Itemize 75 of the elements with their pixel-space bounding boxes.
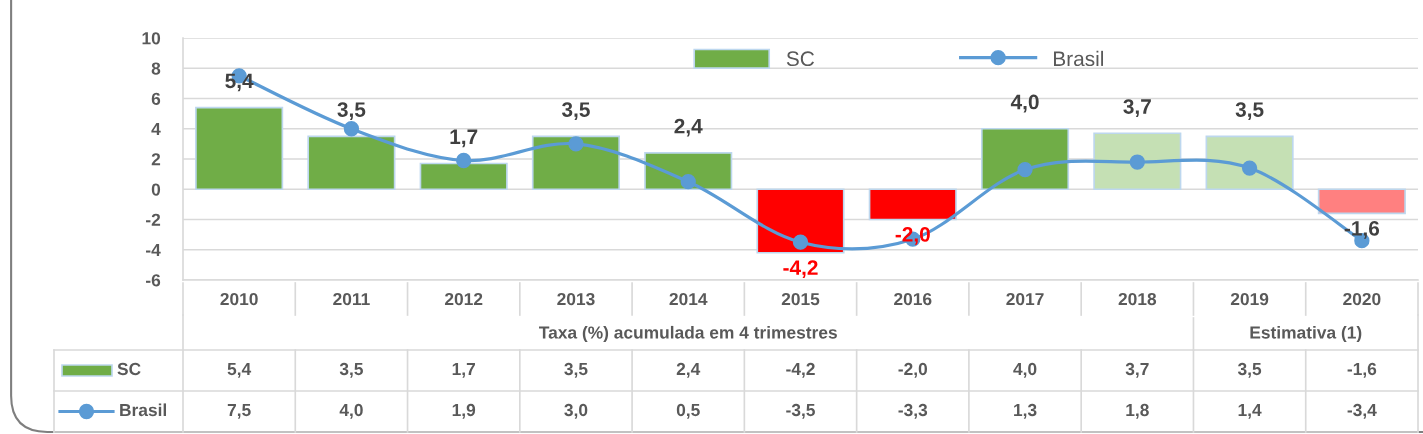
y-tick-label: 0 [151,183,161,196]
text: 3,7 [1123,99,1151,117]
y-tick-label: 10 [142,32,161,45]
data-label: 3,0 [564,403,588,419]
data-label: -3,4 [1347,403,1377,419]
x-tick-label: 2016 [894,292,932,306]
data-label: 3,7 [1125,362,1149,378]
text: 3,5 [337,102,366,120]
data-label: 1,8 [1126,403,1149,419]
x-tick-label: 2011 [333,292,370,306]
data-label: -3,5 [786,403,815,419]
point [1241,160,1258,176]
data-label: 7,5 [227,404,251,419]
text: 2,4 [674,118,703,137]
text: -2,0 [895,226,930,245]
bar [1205,135,1294,191]
y-tick-label: 6 [151,92,161,105]
y-tick-label: 2 [151,153,161,166]
bar [419,162,508,191]
text: 1,7 [450,129,478,148]
data-label: 3,5 [1237,362,1262,378]
data-label: 4,0 [339,403,363,419]
x-tick-label: 2020 [1343,292,1381,306]
x-tick-label: 2013 [557,292,595,306]
data-label: 5,4 [227,363,252,378]
point [343,121,360,137]
point [680,174,696,190]
data-label: 3,5 [339,362,363,378]
x-tick-label: 2012 [444,292,483,306]
data-label: -2,0 [898,362,928,378]
data-label: -3,3 [898,403,928,419]
data-label: 3,5 [564,362,588,378]
x-tick-label: 2017 [1006,292,1044,306]
x-tick-label: 2019 [1230,292,1269,306]
bar [1093,132,1182,191]
legend-label: SC [786,51,815,67]
bar [195,106,284,191]
point [1129,154,1145,170]
text: Brasil [120,403,167,417]
data-label: 2,4 [676,362,701,378]
x-tick-label: 2018 [1118,292,1157,306]
bar [531,135,621,191]
y-tick-label: -6 [146,274,161,287]
data-label: 4,0 [1013,362,1037,378]
data-label: 1,4 [1238,404,1262,419]
point [792,234,809,250]
point [568,136,584,152]
y-tick-label: -2 [146,213,161,226]
bar [756,188,845,254]
text: 4,0 [1010,94,1039,113]
point [456,152,472,169]
text: Estimativa (1) [1250,325,1362,343]
text: 3,5 [1235,102,1264,120]
bar [1317,188,1406,215]
y-tick-label: 4 [151,123,161,136]
data-label: 1,3 [1014,403,1037,419]
text: 3,5 [561,102,590,120]
data-label: 0,5 [676,403,700,419]
data-label: 1,7 [452,363,475,378]
x-tick-label: 2015 [781,292,820,306]
data-label: 1,9 [452,403,476,419]
y-tick-label: -4 [146,244,161,257]
data-label: -4,2 [786,362,815,378]
data-label: -1,6 [1347,362,1377,378]
x-tick-label: 2010 [220,292,258,306]
x-axis-title: Taxa (%) acumulada em 4 trimestres [539,325,837,343]
text: -4,2 [783,260,818,279]
point [1017,161,1033,178]
bar [868,188,957,221]
y-tick-label: 8 [151,62,161,75]
legend-label: Brasil [1054,50,1104,67]
bar [307,135,396,191]
text: SC [117,362,141,376]
x-tick-label: 2014 [669,292,708,306]
bar [980,127,1070,191]
